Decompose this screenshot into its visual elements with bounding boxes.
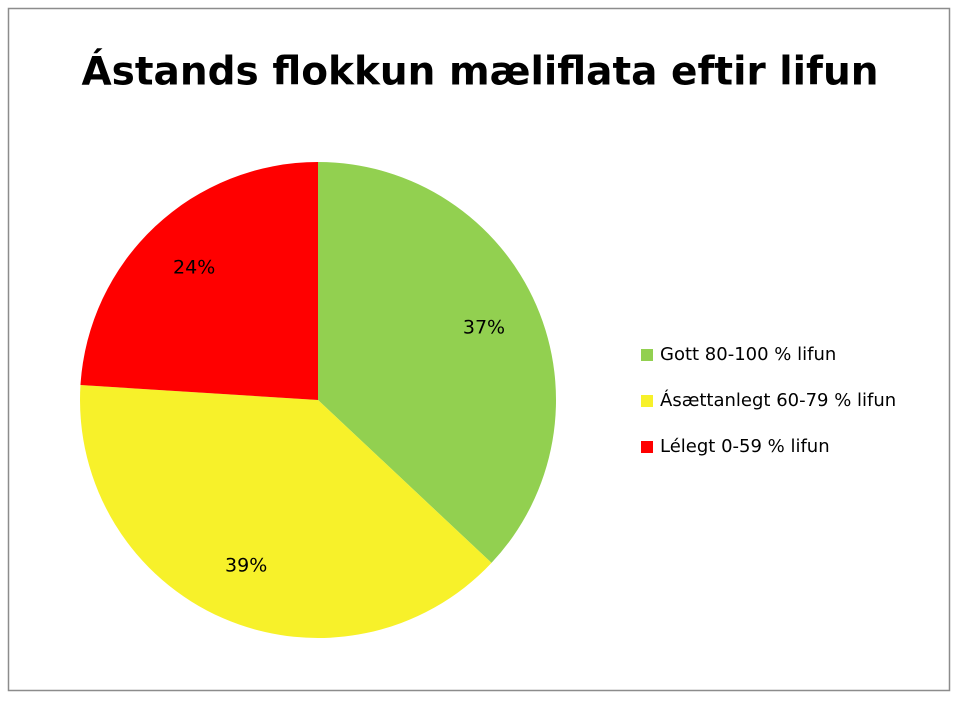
legend-label: Lélegt 0-59 % lifun [660,436,830,457]
legend-label: Ásættanlegt 60-79 % lifun [660,389,896,411]
legend-label: Gott 80-100 % lifun [660,344,836,365]
legend-swatch [641,441,653,453]
pie-slice [318,161,557,563]
pie-slice [79,385,492,639]
legend-swatch [641,395,653,407]
data-label: 39% [225,555,267,577]
data-label: 37% [463,317,505,339]
legend-swatch [641,349,653,361]
pie-slice [80,162,318,400]
chart-title: Ástands flokkun mæliflata eftir lifun [82,48,879,95]
data-label: 24% [173,257,215,279]
